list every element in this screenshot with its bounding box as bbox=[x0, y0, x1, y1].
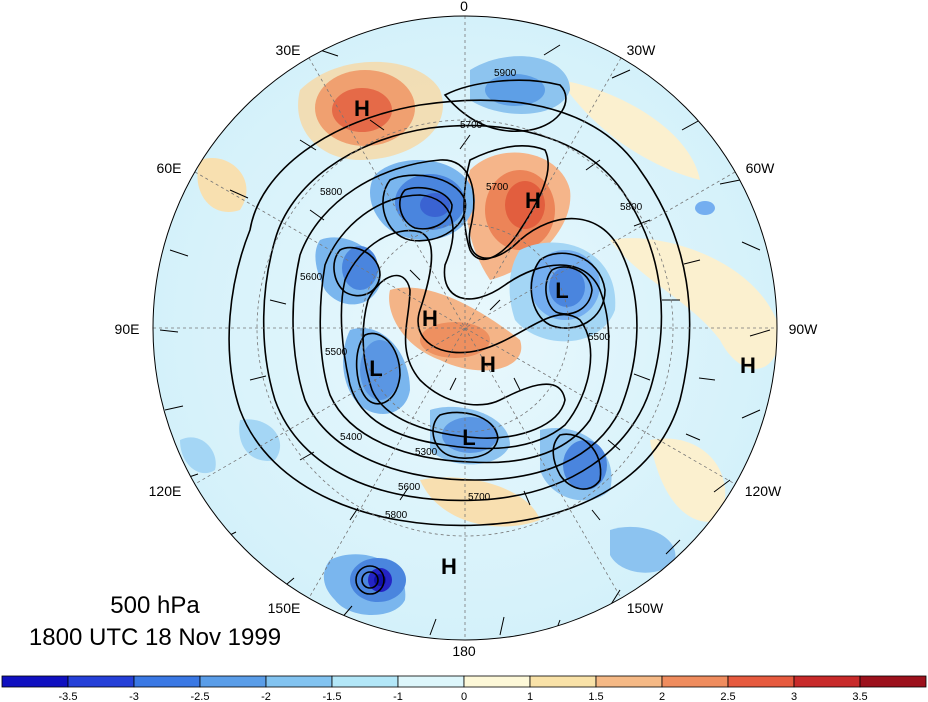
contour-label: 5600 bbox=[300, 272, 323, 283]
colorbar-box bbox=[133, 675, 201, 688]
contour-labels: 5900 5700 5800 5600 5500 5400 5300 5600 … bbox=[300, 68, 643, 521]
colorbar-tick-label: -3 bbox=[129, 691, 139, 702]
graticule bbox=[153, 16, 777, 640]
lon-label-30e: 30E bbox=[276, 42, 301, 58]
colorbar-tick-label: 1 bbox=[527, 691, 533, 702]
colorbar-box bbox=[331, 675, 399, 688]
colorbar-tick-label: -1 bbox=[393, 691, 403, 702]
level-title: 500 hPa bbox=[110, 592, 200, 619]
colorbar-tick-label: 2 bbox=[659, 691, 665, 702]
low-center: L bbox=[462, 425, 475, 450]
high-center: H bbox=[480, 352, 496, 377]
contour-label: 5400 bbox=[340, 432, 363, 443]
colorbar-tick-label: 0 bbox=[461, 691, 467, 702]
lon-label-90e: 90E bbox=[115, 321, 140, 337]
low-center: L bbox=[555, 278, 568, 303]
colorbar-tick-label: -1.5 bbox=[323, 691, 342, 702]
contour-label: 5600 bbox=[398, 482, 421, 493]
height-contours bbox=[228, 79, 691, 595]
high-center: H bbox=[422, 306, 438, 331]
colorbar: -3.5 -3 -2.5 -2 -1.5 -1 0 1 1.5 2 2.5 3 3.5 bbox=[1, 675, 927, 702]
low-center: L bbox=[369, 356, 382, 381]
longitude-labels: 0 30W 60W 90W 120W 150W 180 150E 120E 90… bbox=[115, 0, 819, 659]
colorbar-box bbox=[529, 675, 597, 688]
colorbar-boxes bbox=[1, 675, 927, 688]
colorbar-tick-label: 1.5 bbox=[588, 691, 603, 702]
colorbar-box bbox=[595, 675, 663, 688]
colorbar-ticks: -3.5 -3 -2.5 -2 -1.5 -1 0 1 1.5 2 2.5 3 3.5 bbox=[59, 691, 868, 702]
colorbar-box bbox=[727, 675, 795, 688]
colorbar-box bbox=[463, 675, 531, 688]
contour-label: 5800 bbox=[320, 187, 343, 198]
colorbar-box bbox=[859, 675, 927, 688]
colorbar-tick-label: -2.5 bbox=[191, 691, 210, 702]
high-center: H bbox=[740, 353, 756, 378]
colorbar-tick-label: -3.5 bbox=[59, 691, 78, 702]
colorbar-box bbox=[1, 675, 69, 688]
pressure-centers: H H H H H H L L L bbox=[354, 96, 756, 579]
lon-label-90w: 90W bbox=[789, 321, 819, 337]
contour-label: 5700 bbox=[468, 492, 491, 503]
lon-label-60e: 60E bbox=[157, 160, 182, 176]
colorbar-box bbox=[793, 675, 861, 688]
contour-label: 5500 bbox=[588, 332, 611, 343]
contour-label: 5300 bbox=[415, 447, 438, 458]
colorbar-tick-label: 3.5 bbox=[852, 691, 867, 702]
high-center: H bbox=[525, 188, 541, 213]
colorbar-box bbox=[265, 675, 333, 688]
contour-label: 5700 bbox=[460, 120, 483, 131]
high-center: H bbox=[441, 554, 457, 579]
time-title: 1800 UTC 18 Nov 1999 bbox=[28, 624, 282, 651]
lon-label-120e: 120E bbox=[149, 483, 182, 499]
colorbar-box bbox=[661, 675, 729, 688]
lon-label-150w: 150W bbox=[627, 600, 664, 616]
colorbar-box bbox=[199, 675, 267, 688]
lon-label-150e: 150E bbox=[268, 600, 301, 616]
colorbar-box bbox=[397, 675, 465, 688]
lon-label-30w: 30W bbox=[627, 42, 657, 58]
colorbar-tick-label: 2.5 bbox=[720, 691, 735, 702]
colorbar-tick-label: 3 bbox=[791, 691, 797, 702]
colorbar-tick-label: -2 bbox=[261, 691, 271, 702]
map-boundary bbox=[152, 15, 778, 641]
lon-label-120w: 120W bbox=[745, 483, 782, 499]
contour-label: 5500 bbox=[325, 347, 348, 358]
lon-label-180: 180 bbox=[452, 643, 476, 659]
colorbar-box bbox=[67, 675, 135, 688]
contour-label: 5800 bbox=[385, 510, 408, 521]
high-center: H bbox=[354, 96, 370, 121]
contour-label: 5700 bbox=[486, 182, 509, 193]
lon-label-60w: 60W bbox=[746, 160, 776, 176]
contour-label: 5900 bbox=[494, 68, 517, 79]
lon-label-0: 0 bbox=[460, 0, 468, 14]
contour-label: 5800 bbox=[620, 202, 643, 213]
